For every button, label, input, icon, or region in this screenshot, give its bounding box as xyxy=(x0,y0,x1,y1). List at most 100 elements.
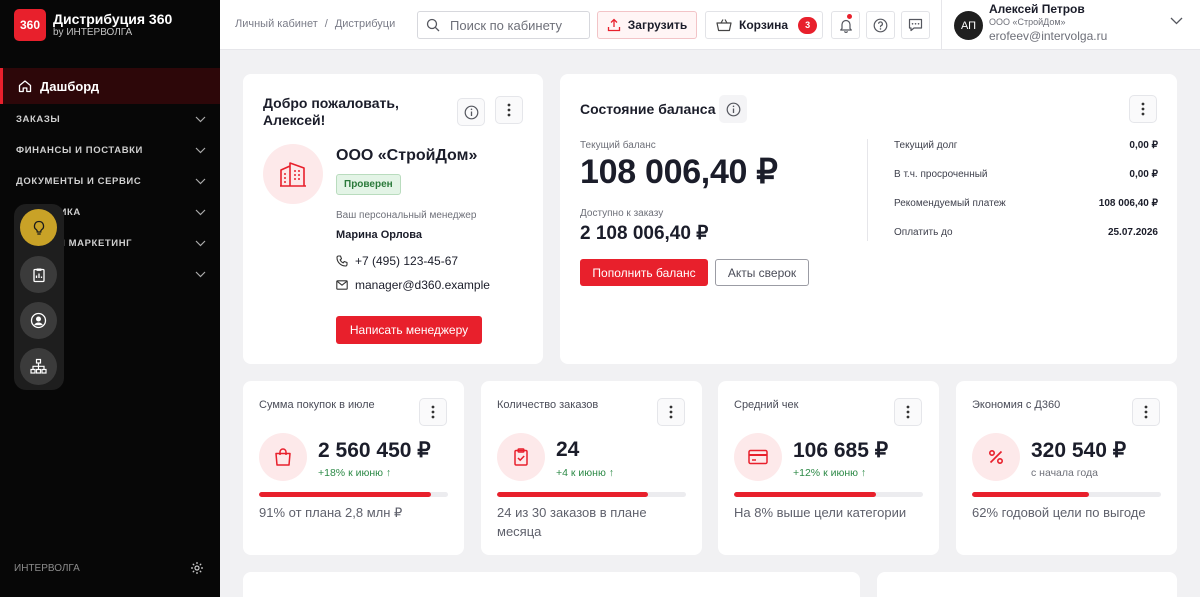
messages-button[interactable] xyxy=(901,11,930,39)
kpi-value: 2 560 450 ₽ xyxy=(318,439,431,462)
balance-row-value: 25.07.2026 xyxy=(1107,227,1158,238)
dots-vertical-icon xyxy=(1144,405,1148,419)
sidebar-section-label: ЗАКАЗЫ xyxy=(16,113,61,125)
kpi-delta: +12% к июню ↑ xyxy=(793,467,867,479)
kpi-card-average-check: Средний чек 106 685 ₽ +12% к июню ↑ На 8… xyxy=(718,381,939,555)
reconciliation-acts-button[interactable]: Акты сверок xyxy=(715,259,809,286)
write-manager-button[interactable]: Написать менеджеру xyxy=(336,316,482,344)
gear-icon[interactable] xyxy=(190,561,204,575)
structure-button[interactable] xyxy=(20,348,57,385)
user-company: ООО «СтройДом» xyxy=(989,17,1066,27)
brand-name: Дистрибуция 360 xyxy=(53,11,173,27)
kpi-title: Экономия с Д360 xyxy=(972,399,1061,411)
avatar[interactable]: АП xyxy=(954,11,983,40)
more-menu-button[interactable] xyxy=(495,96,523,124)
chevron-down-icon[interactable] xyxy=(1170,17,1183,25)
sidebar-section-label: ДОКУМЕНТЫ И СЕРВИС xyxy=(16,175,142,187)
profile-button[interactable] xyxy=(20,302,57,339)
hierarchy-icon xyxy=(30,358,47,375)
brand[interactable]: 360 Дистрибуция 360 by ИНТЕРВОЛГА xyxy=(0,0,220,50)
manager-email[interactable]: manager@d360.example xyxy=(336,278,490,292)
breadcrumb-current[interactable]: Дистрибуци xyxy=(334,18,396,30)
kpi-delta: с начала года xyxy=(1031,467,1098,479)
more-menu-button[interactable] xyxy=(1132,398,1160,426)
upload-button[interactable]: Загрузить xyxy=(597,11,697,39)
welcome-card: Добро пожаловать, Алексей! ООО «СтройДом… xyxy=(243,74,543,364)
percent-icon xyxy=(986,447,1006,467)
more-menu-button[interactable] xyxy=(1129,95,1157,123)
balance-card: Состояние баланса Текущий баланс 108 006… xyxy=(560,74,1177,364)
dots-vertical-icon xyxy=(431,405,435,419)
manager-caption: Ваш персональный менеджер xyxy=(336,210,477,221)
more-menu-button[interactable] xyxy=(419,398,447,426)
balance-row-label: Текущий долг xyxy=(894,140,958,151)
kpi-value: 106 685 ₽ xyxy=(793,439,889,462)
balance-row: Текущий долг 0,00 ₽ xyxy=(894,140,1158,151)
available-label: Доступно к заказу xyxy=(580,208,664,219)
dots-vertical-icon xyxy=(507,103,511,117)
info-button[interactable] xyxy=(457,98,485,126)
chat-icon xyxy=(908,18,923,32)
kpi-progress-bar xyxy=(734,492,923,497)
sidebar-section-finance[interactable]: ФИНАНСЫ И ПОСТАВКИ xyxy=(16,141,206,159)
kpi-progress-fill xyxy=(497,492,649,497)
welcome-title: Добро пожаловать, Алексей! xyxy=(263,95,399,128)
search-box[interactable] xyxy=(417,11,590,39)
shopping-bag-icon xyxy=(273,447,293,467)
clipboard-button[interactable] xyxy=(20,256,57,293)
header-divider xyxy=(941,0,942,50)
kpi-icon-circle xyxy=(734,433,782,481)
manager-name: Марина Орлова xyxy=(336,229,423,241)
topup-balance-button[interactable]: Пополнить баланс xyxy=(580,259,708,286)
kpi-icon-circle xyxy=(972,433,1020,481)
balance-row-label: Рекомендуемый платеж xyxy=(894,198,1006,209)
user-name: Алексей Петров xyxy=(989,2,1085,16)
balance-row-value: 108 006,40 ₽ xyxy=(1098,198,1158,209)
kpi-title: Средний чек xyxy=(734,399,799,411)
more-menu-button[interactable] xyxy=(657,398,685,426)
kpi-card-orders: Количество заказов 24 +4 к июню ↑ 24 из … xyxy=(481,381,702,555)
help-button[interactable] xyxy=(866,11,895,39)
kpi-title: Количество заказов xyxy=(497,399,599,411)
chevron-down-icon xyxy=(195,116,206,123)
home-icon xyxy=(18,79,32,93)
balance-row-label: В т.ч. просроченный xyxy=(894,169,988,180)
kpi-note: 62% годовой цели по выгоде xyxy=(972,505,1146,520)
clipboard-check-icon xyxy=(511,447,531,467)
kpi-title: Сумма покупок в июле xyxy=(259,399,375,411)
kpi-progress-bar xyxy=(497,492,686,497)
kpi-value: 24 xyxy=(556,438,580,461)
upload-icon xyxy=(607,18,621,32)
breadcrumb-home[interactable]: Личный кабинет xyxy=(235,18,318,30)
cart-button[interactable]: Корзина 3 xyxy=(705,11,823,39)
balance-row-value: 0,00 ₽ xyxy=(1129,140,1158,151)
sidebar-item-dashboard[interactable]: Дашборд xyxy=(0,68,220,104)
sidebar-item-label: Дашборд xyxy=(40,78,100,94)
kpi-note: На 8% выше цели категории xyxy=(734,505,907,520)
sidebar-section-documents[interactable]: ДОКУМЕНТЫ И СЕРВИС xyxy=(16,172,206,190)
user-menu[interactable]: Алексей Петров ООО «СтройДом» erofeev@in… xyxy=(989,3,1107,42)
sidebar-section-more[interactable] xyxy=(16,265,206,283)
sidebar-section-orders[interactable]: ЗАКАЗЫ xyxy=(16,110,206,128)
kpi-delta: +4 к июню ↑ xyxy=(556,467,614,479)
kpi-delta: +18% к июню ↑ xyxy=(318,467,392,479)
top-header: Личный кабинет / Дистрибуци Загрузить Корз… xyxy=(220,0,1200,50)
dots-vertical-icon xyxy=(1141,102,1145,116)
credit-card-icon xyxy=(747,448,769,466)
bell-icon xyxy=(839,18,853,33)
lightbulb-button[interactable] xyxy=(20,209,57,246)
basket-icon xyxy=(716,18,732,32)
lightbulb-icon xyxy=(31,220,47,236)
dots-vertical-icon xyxy=(906,405,910,419)
balance-row: В т.ч. просроченный 0,00 ₽ xyxy=(894,169,1158,180)
user-circle-icon xyxy=(30,312,47,329)
chevron-down-icon xyxy=(195,209,206,216)
info-button[interactable] xyxy=(719,95,747,123)
more-menu-button[interactable] xyxy=(894,398,922,426)
notifications-button[interactable] xyxy=(831,11,860,39)
balance-row-label: Оплатить до xyxy=(894,227,953,238)
manager-phone[interactable]: +7 (495) 123-45-67 xyxy=(336,254,458,268)
search-input[interactable] xyxy=(450,17,580,33)
chevron-down-icon xyxy=(195,271,206,278)
sidebar-section-marketing[interactable]: ПРОМО И МАРКЕТИНГ xyxy=(16,234,206,252)
